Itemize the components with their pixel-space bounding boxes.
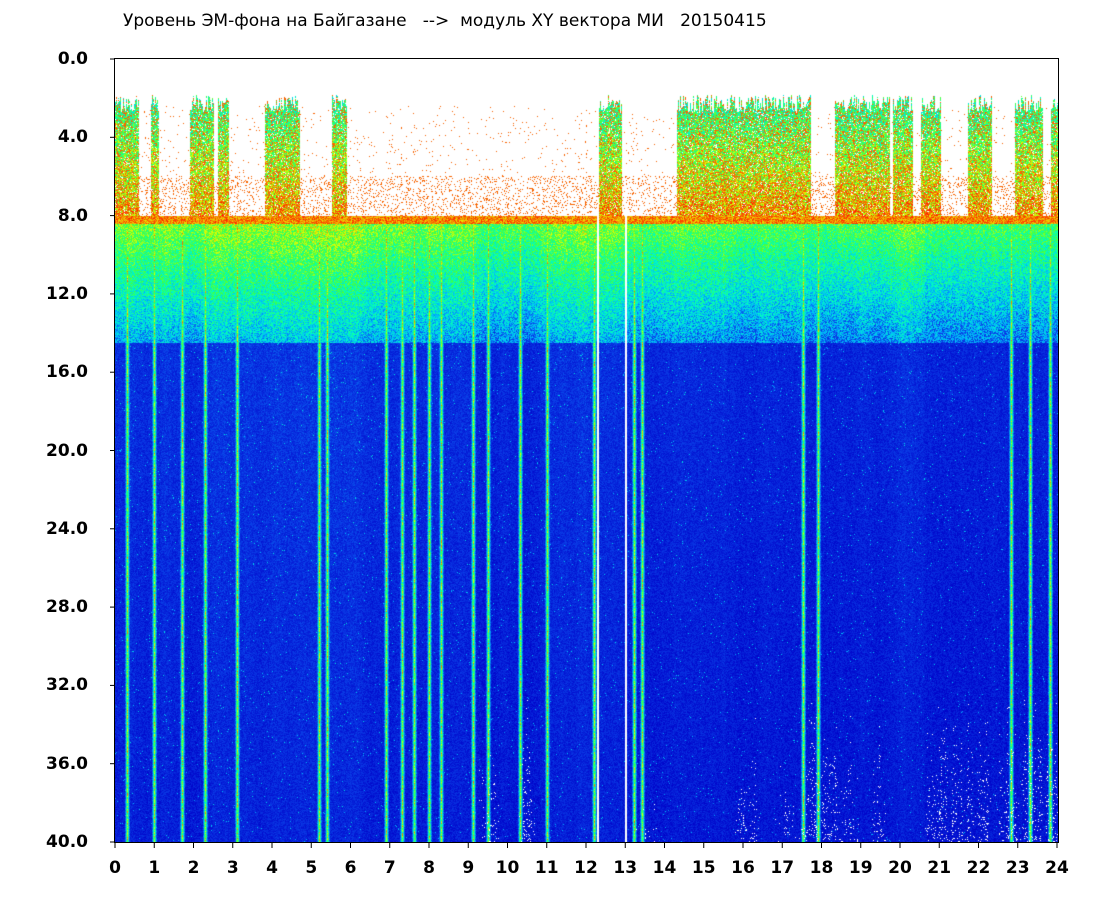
x-tick-label: 7 bbox=[383, 858, 396, 878]
x-tick-label: 6 bbox=[344, 858, 357, 878]
x-tick-label: 14 bbox=[652, 858, 677, 878]
y-tick-label: 8.0 bbox=[57, 205, 88, 226]
x-tick-label: 19 bbox=[848, 858, 873, 878]
x-tick-label: 9 bbox=[462, 858, 475, 878]
chart-title: Уровень ЭМ-фона на Байгазане --> модуль … bbox=[123, 11, 767, 31]
y-tick-label: 0.0 bbox=[57, 49, 88, 69]
x-tick-label: 18 bbox=[809, 858, 834, 878]
x-tick-label: 8 bbox=[423, 858, 435, 878]
x-tick-label: 4 bbox=[266, 858, 278, 878]
spectrogram-plot-area bbox=[114, 58, 1059, 843]
x-tick-label: 23 bbox=[1005, 858, 1030, 878]
x-tick-label: 15 bbox=[691, 858, 716, 878]
x-tick-label: 1 bbox=[148, 858, 161, 878]
x-tick-label: 3 bbox=[226, 858, 239, 878]
x-tick-label: 17 bbox=[770, 858, 795, 878]
y-tick-label: 36.0 bbox=[46, 753, 88, 774]
spectrogram-heatmap bbox=[115, 59, 1058, 842]
y-tick-label: 32.0 bbox=[46, 675, 88, 696]
y-tick-label: 20.0 bbox=[46, 440, 88, 461]
y-tick-label: 4.0 bbox=[57, 127, 88, 148]
x-tick-label: 2 bbox=[187, 858, 200, 878]
x-tick-label: 24 bbox=[1045, 858, 1069, 878]
y-tick-label: 16.0 bbox=[46, 362, 88, 383]
y-tick-label: 40.0 bbox=[46, 832, 88, 852]
x-tick-label: 0 bbox=[109, 858, 121, 878]
x-tick-label: 11 bbox=[534, 858, 559, 878]
x-tick-label: 20 bbox=[888, 858, 912, 878]
x-tick-label: 12 bbox=[574, 858, 598, 878]
x-tick-label: 13 bbox=[613, 858, 638, 878]
x-tick-label: 22 bbox=[966, 858, 991, 878]
x-tick-label: 5 bbox=[305, 858, 318, 878]
x-tick-label: 21 bbox=[927, 858, 952, 878]
x-tick-label: 10 bbox=[495, 858, 520, 878]
x-tick-label: 16 bbox=[731, 858, 755, 878]
y-tick-label: 24.0 bbox=[46, 518, 88, 539]
y-tick-label: 12.0 bbox=[46, 283, 88, 304]
y-tick-label: 28.0 bbox=[46, 597, 88, 618]
